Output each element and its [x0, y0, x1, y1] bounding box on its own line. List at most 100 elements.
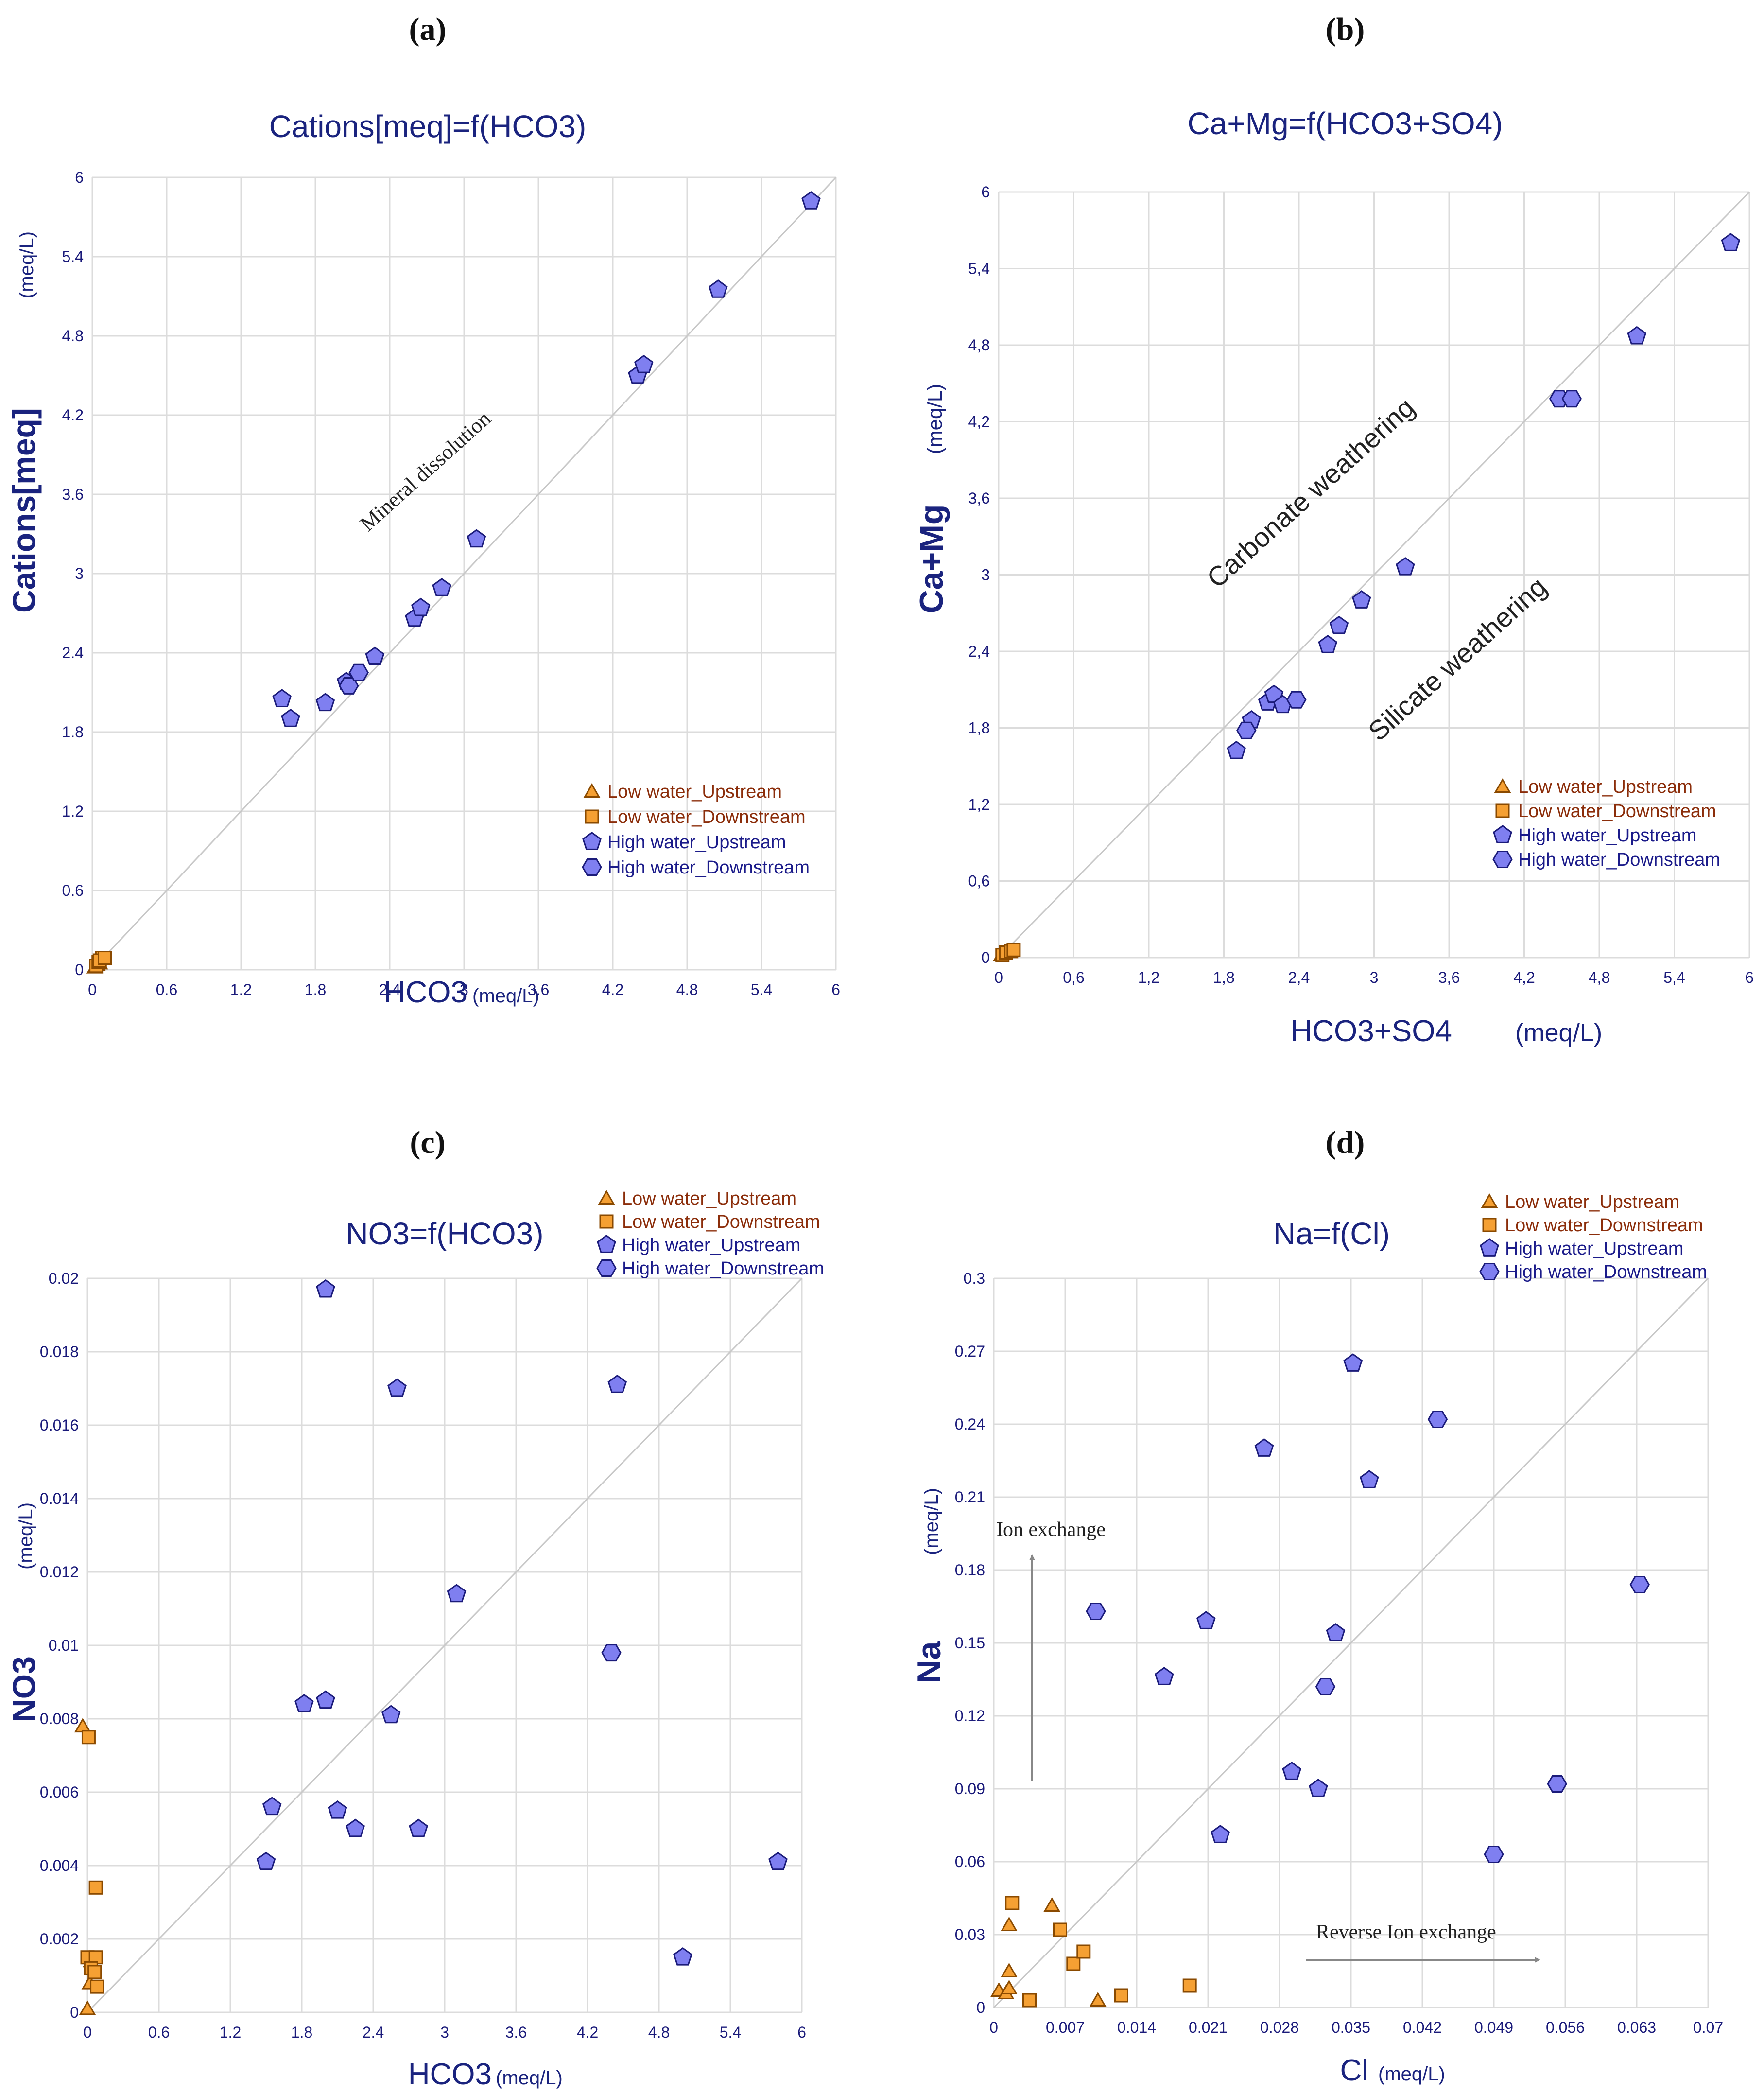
- x-tick-label: 4.8: [676, 981, 698, 998]
- x-tick-labels: 0 0.6 1.2 1.8 2.4 3 3.6 4.2 4.8 5.4 6: [83, 2024, 806, 2041]
- y-tick-label: 0.21: [955, 1488, 985, 1506]
- x-tick-label: 6: [797, 2024, 806, 2041]
- data-points: [990, 1353, 1650, 2008]
- data-point-pentagon: [294, 1693, 314, 1712]
- x-tick-labels: 0 0.6 1.2 1.8 2.4 3 3.6 4.2 4.8 5.4 6: [88, 981, 840, 998]
- y-tick-labels: 0 0,6 1,2 1,8 2,4 3 3,6 4,2 4,8 5,4 6: [968, 183, 990, 966]
- y-axis-unit: (meq/L): [921, 1488, 942, 1555]
- x-tick-label: 3.6: [505, 2024, 527, 2041]
- panel-d: (d) Na=f(Cl) 0 0.007 0.014 0.021 0.028 0.035 0…: [911, 1125, 1723, 2087]
- y-tick-label: 0.016: [40, 1416, 79, 1434]
- data-points: [992, 233, 1741, 962]
- legend-label: High water_Upstream: [1518, 825, 1696, 846]
- legend-label: High water_Upstream: [1505, 1239, 1683, 1259]
- legend-marker-square: [1482, 1218, 1497, 1232]
- data-point-triangle: [1089, 1991, 1107, 2007]
- x-tick-label: 1.8: [305, 981, 326, 998]
- data-point-pentagon: [256, 1851, 276, 1870]
- y-axis-label: Ca+Mg: [913, 505, 950, 614]
- y-axis-unit: (meq/L): [15, 1502, 36, 1570]
- data-point-hexagon: [1549, 390, 1570, 408]
- x-axis-label: HCO3: [384, 976, 467, 1009]
- y-tick-label: 0.006: [40, 1783, 79, 1801]
- legend-label: High water_Downstream: [607, 857, 810, 878]
- x-tick-label: 0.042: [1403, 2019, 1442, 2036]
- y-axis-label: NO3: [6, 1656, 42, 1722]
- legend-label: High water_Upstream: [622, 1235, 800, 1256]
- x-tick-label: 0.021: [1189, 2019, 1228, 2036]
- data-point-pentagon: [467, 529, 486, 548]
- legend: Low water_Upstream Low water_Downstream Hi…: [596, 1188, 824, 1279]
- panel-label: (d): [1326, 1125, 1365, 1160]
- y-tick-label: 5,4: [968, 260, 990, 278]
- x-tick-label: 1,8: [1213, 969, 1234, 986]
- data-point-hexagon: [1086, 1603, 1106, 1620]
- y-tick-label: 0.18: [955, 1561, 985, 1579]
- data-point-pentagon: [801, 191, 821, 210]
- y-tick-label: 0.018: [40, 1343, 79, 1361]
- x-axis-label: Cl: [1340, 2054, 1368, 2087]
- y-tick-label: 0.02: [49, 1270, 79, 1287]
- x-tick-label: 6: [1745, 969, 1754, 986]
- legend: Low water_Upstream Low water_Downstream Hi…: [582, 782, 810, 878]
- data-point-square: [1053, 1922, 1067, 1937]
- legend-label: Low water_Upstream: [1518, 777, 1693, 797]
- data-point-hexagon: [601, 1644, 622, 1662]
- data-point-pentagon: [1359, 1470, 1379, 1488]
- x-tick-label: 3,6: [1438, 969, 1460, 986]
- data-point-hexagon: [348, 663, 369, 681]
- legend-label: High water_Downstream: [1518, 850, 1720, 870]
- x-axis-unit: (meq/L): [1515, 1019, 1602, 1047]
- x-tick-label: 0.6: [156, 981, 177, 998]
- x-tick-label: 3.6: [528, 981, 549, 998]
- x-tick-label: 5.4: [720, 2024, 741, 2041]
- data-point-square: [87, 1965, 102, 1979]
- x-tick-label: 3: [440, 2024, 449, 2041]
- data-point-square: [1066, 1956, 1081, 1971]
- data-point-pentagon: [411, 597, 431, 616]
- data-point-pentagon: [409, 1818, 428, 1837]
- data-point-pentagon: [1329, 615, 1349, 634]
- legend: Low water_Upstream Low water_Downstream Hi…: [1492, 777, 1720, 870]
- x-tick-label: 0.028: [1260, 2019, 1299, 2036]
- data-point-pentagon: [1351, 590, 1371, 609]
- y-tick-label: 0.06: [955, 1853, 985, 1870]
- chart-title: Cations[meq]=f(HCO3): [269, 109, 587, 144]
- x-tick-labels: 0 0,6 1,2 1,8 2,4 3 3,6 4,2 4,8 5,4 6: [994, 969, 1754, 986]
- y-tick-label: 5.4: [62, 248, 84, 265]
- y-tick-label: 1.8: [62, 723, 84, 741]
- y-tick-label: 0: [981, 949, 990, 966]
- y-tick-label: 4,2: [968, 413, 990, 431]
- legend-marker-triangle: [583, 783, 601, 798]
- legend-label: High water_Downstream: [1505, 1262, 1707, 1282]
- x-tick-label: 1,2: [1138, 969, 1159, 986]
- x-tick-label: 0.056: [1546, 2019, 1585, 2036]
- data-point-square: [98, 951, 112, 965]
- legend-label: Low water_Upstream: [622, 1188, 796, 1209]
- y-tick-label: 1,2: [968, 796, 990, 813]
- legend-marker-hexagon: [596, 1259, 617, 1277]
- one-to-one-line: [91, 176, 837, 971]
- data-point-pentagon: [365, 646, 385, 665]
- x-tick-label: 3: [1370, 969, 1379, 986]
- data-point-pentagon: [708, 279, 728, 298]
- data-point-hexagon: [1427, 1411, 1448, 1428]
- data-point-pentagon: [1721, 233, 1741, 251]
- data-point-square: [90, 1979, 104, 1994]
- x-tick-label: 1.2: [220, 2024, 241, 2041]
- data-point-triangle: [1001, 1916, 1018, 1931]
- legend-marker-pentagon: [582, 832, 602, 850]
- grid: [998, 191, 1750, 959]
- legend-marker-square: [1495, 803, 1510, 818]
- data-point-triangle: [1001, 1979, 1018, 1994]
- y-tick-label: 2.4: [62, 644, 84, 662]
- legend-label: Low water_Downstream: [1505, 1215, 1703, 1236]
- x-tick-label: 4.8: [648, 2024, 670, 2041]
- data-point-hexagon: [1629, 1576, 1650, 1593]
- y-tick-label: 2,4: [968, 643, 990, 660]
- y-tick-label: 0.03: [955, 1926, 985, 1943]
- one-to-one-line: [998, 191, 1750, 959]
- annotation-mineral-dissolution: Mineral dissolution: [355, 406, 495, 536]
- legend-label: Low water_Upstream: [1505, 1192, 1679, 1212]
- panel-label: (b): [1326, 12, 1365, 47]
